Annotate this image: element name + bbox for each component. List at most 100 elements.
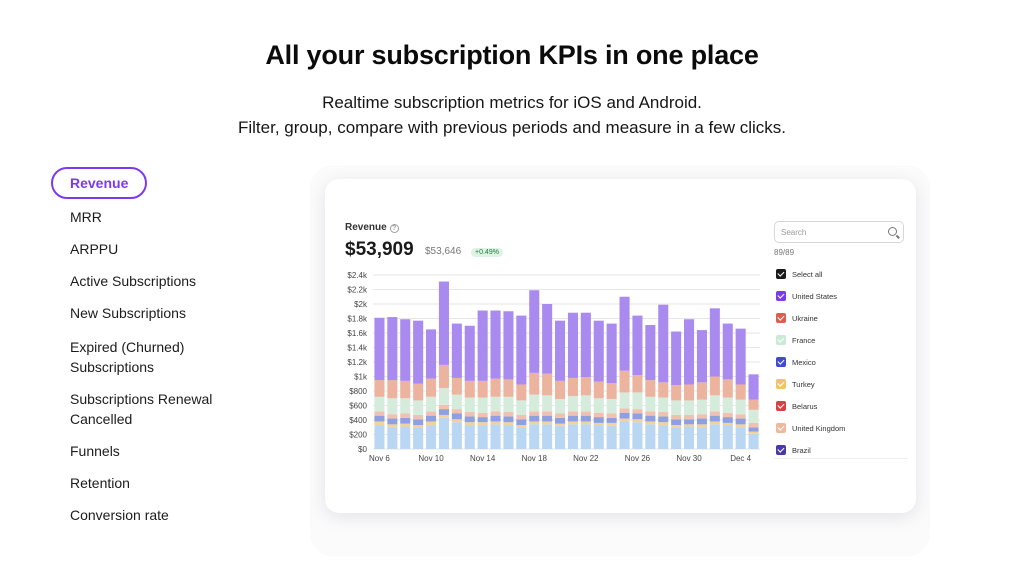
filter-item-brazil[interactable]: Brazil: [776, 439, 908, 461]
nav-item-retention[interactable]: Retention: [51, 473, 149, 493]
nav-item-arppu[interactable]: ARPPU: [51, 239, 137, 259]
filter-item-select-all[interactable]: Select all: [776, 263, 908, 285]
bar-segment: [709, 376, 720, 396]
bar-segment: [619, 418, 630, 422]
checkbox-checked-icon[interactable]: [776, 269, 786, 279]
bar-segment: [387, 424, 398, 428]
bar-segment: [387, 317, 398, 381]
bar-segment: [413, 383, 424, 401]
filter-item-united-kingdom[interactable]: United Kingdom: [776, 417, 908, 439]
bar-segment: [387, 418, 398, 425]
nav-item-new-subscriptions[interactable]: New Subscriptions: [51, 303, 205, 323]
bar-segment: [387, 414, 398, 419]
bar-segment: [555, 423, 566, 426]
search-icon[interactable]: [888, 227, 897, 236]
nav-item-funnels[interactable]: Funnels: [51, 441, 139, 461]
nav-item-label: Conversion rate: [70, 507, 169, 523]
bar-segment: [555, 380, 566, 399]
checkbox-checked-icon[interactable]: [776, 445, 786, 455]
bar-segment: [580, 411, 591, 416]
bar-segment: [529, 415, 540, 422]
bar-segment: [464, 422, 475, 426]
bar-segment: [503, 412, 514, 417]
y-tick-label: $600: [349, 402, 367, 411]
filter-item-ukraine[interactable]: Ukraine: [776, 307, 908, 329]
bar-segment: [593, 398, 604, 413]
checkbox-checked-icon[interactable]: [776, 401, 786, 411]
bar-segment: [477, 380, 488, 398]
filter-item-belarus[interactable]: Belarus: [776, 395, 908, 417]
filter-item-turkey[interactable]: Turkey: [776, 373, 908, 395]
bar-segment: [503, 396, 514, 413]
nav-item-active-subscriptions[interactable]: Active Subscriptions: [51, 271, 215, 291]
x-tick-label: Dec 4: [730, 454, 751, 463]
bar-segment: [567, 377, 578, 397]
checkbox-checked-icon[interactable]: [776, 357, 786, 367]
nav-item-conversion-rate[interactable]: Conversion rate: [51, 505, 188, 525]
checkbox-checked-icon[interactable]: [776, 335, 786, 345]
bar-segment: [567, 424, 578, 449]
bar-segment: [606, 413, 617, 418]
checkbox-checked-icon[interactable]: [776, 423, 786, 433]
filter-item-mexico[interactable]: Mexico: [776, 351, 908, 373]
nav-item-label: Funnels: [70, 443, 120, 459]
bar-segment: [516, 414, 527, 420]
nav-item-revenue[interactable]: Revenue: [51, 167, 148, 199]
bar-segment: [516, 400, 527, 415]
bar-segment: [400, 426, 411, 449]
filter-item-france[interactable]: France: [776, 329, 908, 351]
bar-segment: [464, 425, 475, 449]
bar-segment: [490, 411, 501, 416]
checkbox-checked-icon[interactable]: [776, 313, 786, 323]
y-tick-label: $800: [349, 387, 367, 396]
nav-item-subscriptions-renewal[interactable]: Subscriptions Renewal Cancelled: [51, 389, 231, 429]
bar-segment: [490, 415, 501, 422]
bar-segment: [580, 377, 591, 396]
bar-segment: [671, 385, 682, 401]
nav-item-mrr[interactable]: MRR: [51, 207, 121, 227]
filter-item-label: Brazil: [792, 445, 811, 455]
bar-segment: [374, 411, 385, 416]
bar-segment: [580, 421, 591, 425]
bar-segment: [477, 412, 488, 418]
checkbox-checked-icon[interactable]: [776, 291, 786, 301]
bar-segment: [464, 325, 475, 381]
bar-segment: [748, 409, 759, 423]
bar-segment: [671, 425, 682, 428]
bar-segment: [735, 418, 746, 425]
bar-segment: [413, 419, 424, 426]
filter-item-label: Belarus: [792, 401, 818, 411]
bar-segment: [503, 416, 514, 423]
nav-item-label: Revenue: [70, 175, 129, 191]
bar-segment: [490, 424, 501, 449]
x-tick-label: Nov 6: [369, 454, 390, 463]
bar-segment: [619, 412, 630, 419]
bar-segment: [490, 396, 501, 412]
bar-segment: [735, 427, 746, 449]
bar-segment: [671, 400, 682, 415]
bar-segment: [593, 320, 604, 382]
info-icon[interactable]: ?: [389, 224, 399, 233]
search-box[interactable]: [774, 221, 904, 243]
filter-item-label: United States: [792, 291, 838, 301]
bar-segment: [735, 399, 746, 415]
bar-segment: [671, 427, 682, 449]
bar-segment: [632, 413, 643, 420]
nav-item-expired-churned[interactable]: Expired (Churned) Subscriptions: [51, 337, 203, 377]
search-input[interactable]: [775, 222, 875, 243]
bar-segment: [400, 319, 411, 381]
metric-label: Revenue: [345, 222, 387, 233]
bar-segment: [645, 424, 656, 449]
checkbox-checked-icon[interactable]: [776, 379, 786, 389]
bar-segment: [387, 380, 398, 399]
bar-segment: [426, 411, 437, 416]
bar-segment: [400, 380, 411, 399]
bar-segment: [735, 424, 746, 428]
bar-segment: [658, 425, 669, 449]
filter-item-label: United Kingdom: [792, 423, 846, 433]
bar-segment: [426, 425, 437, 449]
filter-item-united-states[interactable]: United States: [776, 285, 908, 307]
bar-segment: [413, 400, 424, 415]
bar-segment: [709, 421, 720, 425]
bar-segment: [619, 392, 630, 409]
